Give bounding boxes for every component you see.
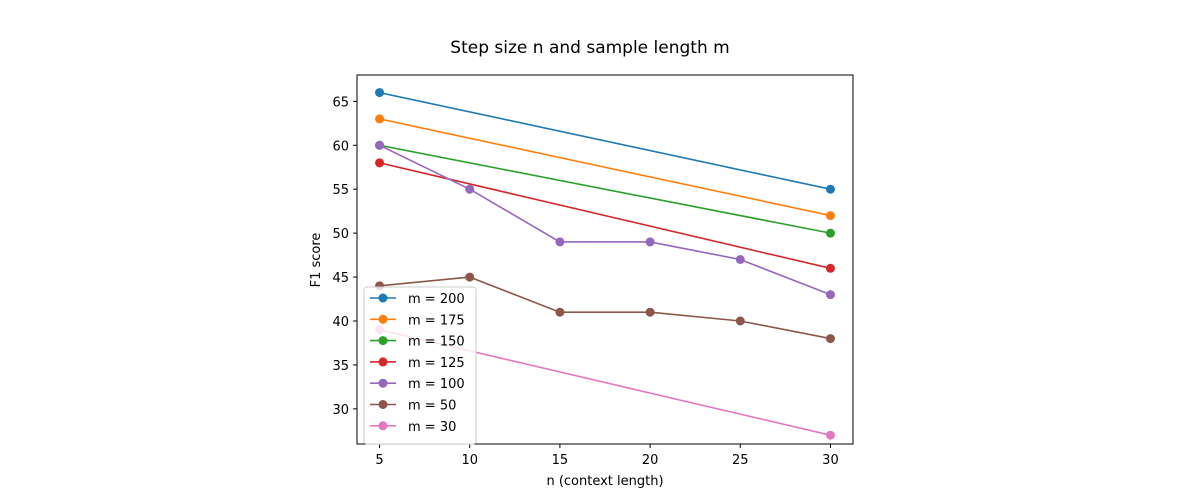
- data-point: [555, 237, 565, 247]
- x-tick-label: 5: [375, 453, 383, 468]
- y-tick-label: 35: [332, 359, 349, 374]
- series-line: [379, 118, 831, 217]
- legend-label: m = 100: [408, 377, 465, 392]
- series-line: [379, 162, 831, 270]
- series-line: [379, 144, 831, 234]
- legend-label: m = 50: [408, 399, 456, 414]
- y-tick-label: 50: [332, 227, 349, 242]
- data-point: [375, 114, 385, 124]
- data-point: [645, 307, 655, 317]
- data-point: [375, 158, 385, 168]
- data-point: [645, 237, 655, 247]
- data-point: [825, 228, 835, 238]
- series-m-100: [375, 140, 835, 300]
- legend-label: m = 200: [408, 292, 465, 307]
- x-tick-label: 20: [642, 453, 659, 468]
- series-m-200: [375, 88, 835, 194]
- data-point: [825, 290, 835, 300]
- x-tick-label: 25: [732, 453, 749, 468]
- y-axis: 30 35 40 45 50 55 60 65: [332, 95, 357, 418]
- data-point: [825, 334, 835, 344]
- y-tick-label: 40: [332, 315, 349, 330]
- series-line: [379, 276, 831, 340]
- y-tick-label: 60: [332, 139, 349, 154]
- y-tick-label: 30: [332, 403, 349, 418]
- chart-title: Step size n and sample length m: [450, 38, 729, 58]
- data-point: [465, 184, 475, 194]
- series-m-150: [375, 140, 835, 238]
- data-point: [825, 184, 835, 194]
- y-axis-title: F1 score: [309, 233, 324, 288]
- data-point: [825, 211, 835, 221]
- y-tick-label: 45: [332, 271, 349, 286]
- y-tick-label: 55: [332, 183, 349, 198]
- data-point: [555, 307, 565, 317]
- data-point: [825, 263, 835, 273]
- x-tick-label: 30: [822, 453, 839, 468]
- legend-marker: [378, 357, 388, 367]
- series-line: [379, 144, 831, 296]
- legend-marker: [378, 421, 388, 431]
- data-point: [825, 430, 835, 440]
- legend-label: m = 150: [408, 335, 465, 350]
- y-tick-label: 65: [332, 95, 349, 110]
- legend-label: m = 125: [408, 356, 465, 371]
- x-axis: 5 10 15 20 25 30: [375, 444, 839, 468]
- data-point: [735, 316, 745, 326]
- x-tick-label: 10: [461, 453, 478, 468]
- x-tick-label: 15: [552, 453, 569, 468]
- legend-label: m = 175: [408, 313, 465, 328]
- data-point: [375, 88, 385, 98]
- legend-marker: [378, 378, 388, 388]
- legend: m = 200 m = 175 m = 150 m = 125 m = 100 m = 5…: [363, 286, 477, 445]
- data-point: [465, 272, 475, 282]
- legend-marker: [378, 314, 388, 324]
- legend-label: m = 30: [408, 420, 456, 435]
- plot-frame: [356, 74, 854, 445]
- x-axis-title: n (context length): [546, 474, 663, 489]
- data-point: [375, 140, 385, 150]
- plot-area: [375, 88, 835, 440]
- series-m-125: [375, 158, 835, 273]
- data-point: [735, 255, 745, 264]
- legend-marker: [378, 293, 388, 303]
- series-line: [379, 91, 831, 190]
- legend-marker: [378, 400, 388, 409]
- series-m-175: [375, 114, 835, 221]
- legend-marker: [378, 336, 388, 346]
